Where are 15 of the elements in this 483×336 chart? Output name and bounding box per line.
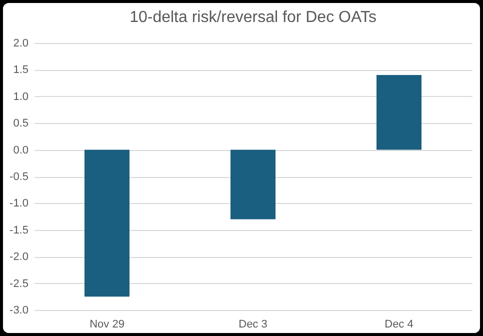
x-tick-label: Dec 3 [238, 318, 268, 330]
y-tick-label: -1.5 [10, 224, 28, 236]
y-tick-label: -3.0 [10, 304, 28, 316]
chart-title: 10-delta risk/reversal for Dec OATs [130, 9, 376, 26]
y-tick-label: 0.5 [13, 118, 28, 130]
y-tick-label: -2.0 [10, 251, 28, 264]
y-tick-label: 1.0 [13, 90, 28, 103]
y-tick-label: -0.5 [10, 171, 28, 183]
x-tick-label: Dec 4 [384, 318, 414, 330]
y-tick-label: 0.0 [13, 144, 28, 156]
y-tick-label: -2.5 [10, 278, 28, 290]
x-tick-label: Nov 29 [90, 318, 124, 330]
y-tick-label: 1.5 [13, 64, 28, 76]
y-tick-label: 2.0 [13, 38, 28, 50]
y-tick-label: -1.0 [10, 198, 28, 210]
